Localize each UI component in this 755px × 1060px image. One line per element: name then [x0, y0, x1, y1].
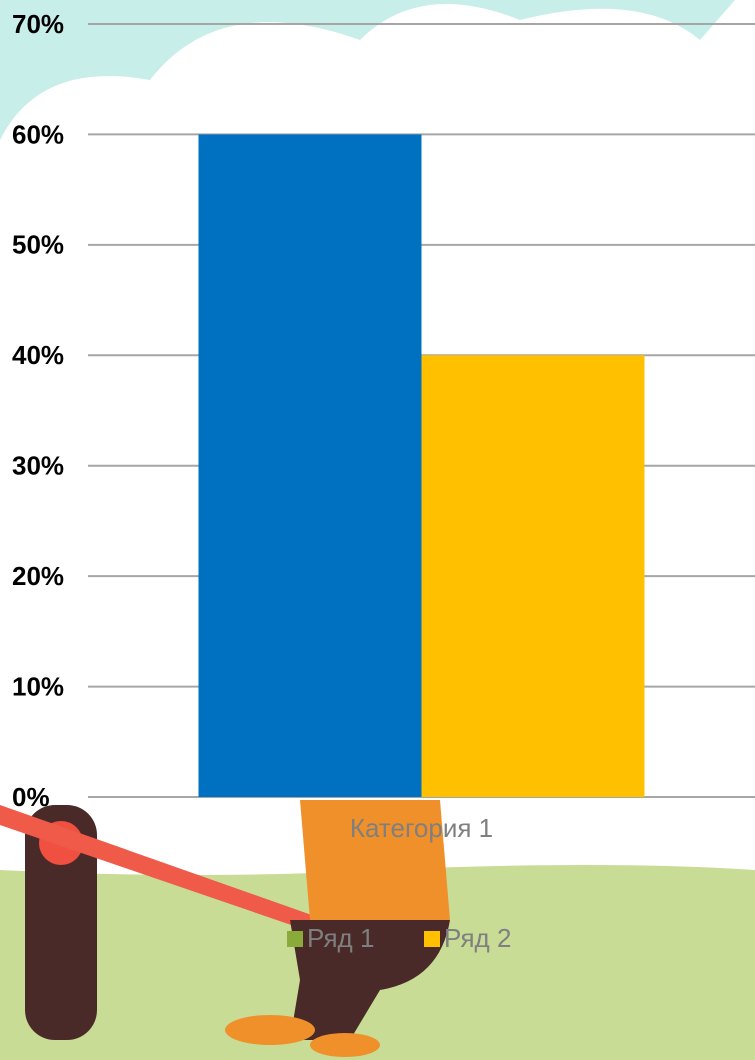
x-tick-label: Категория 1: [350, 813, 493, 843]
y-tick-label: 10%: [12, 671, 64, 701]
bar: [422, 355, 645, 797]
y-tick-label: 40%: [12, 340, 64, 370]
y-tick-label: 50%: [12, 230, 64, 260]
chart: 0% 10% 20% 30% 40% 50% 60% 70% Категория 1 Ряд 1 Р…: [0, 0, 755, 1060]
y-tick-label: 60%: [12, 119, 64, 149]
legend-label: Ряд 1: [307, 923, 374, 953]
legend-label: Ряд 2: [444, 923, 511, 953]
y-tick-label: 20%: [12, 561, 64, 591]
legend-swatch: [424, 931, 440, 947]
bar: [199, 134, 422, 797]
legend-swatch: [287, 931, 303, 947]
y-tick-label: 30%: [12, 451, 64, 481]
y-tick-label: 0%: [12, 782, 50, 812]
y-tick-label: 70%: [12, 9, 64, 39]
